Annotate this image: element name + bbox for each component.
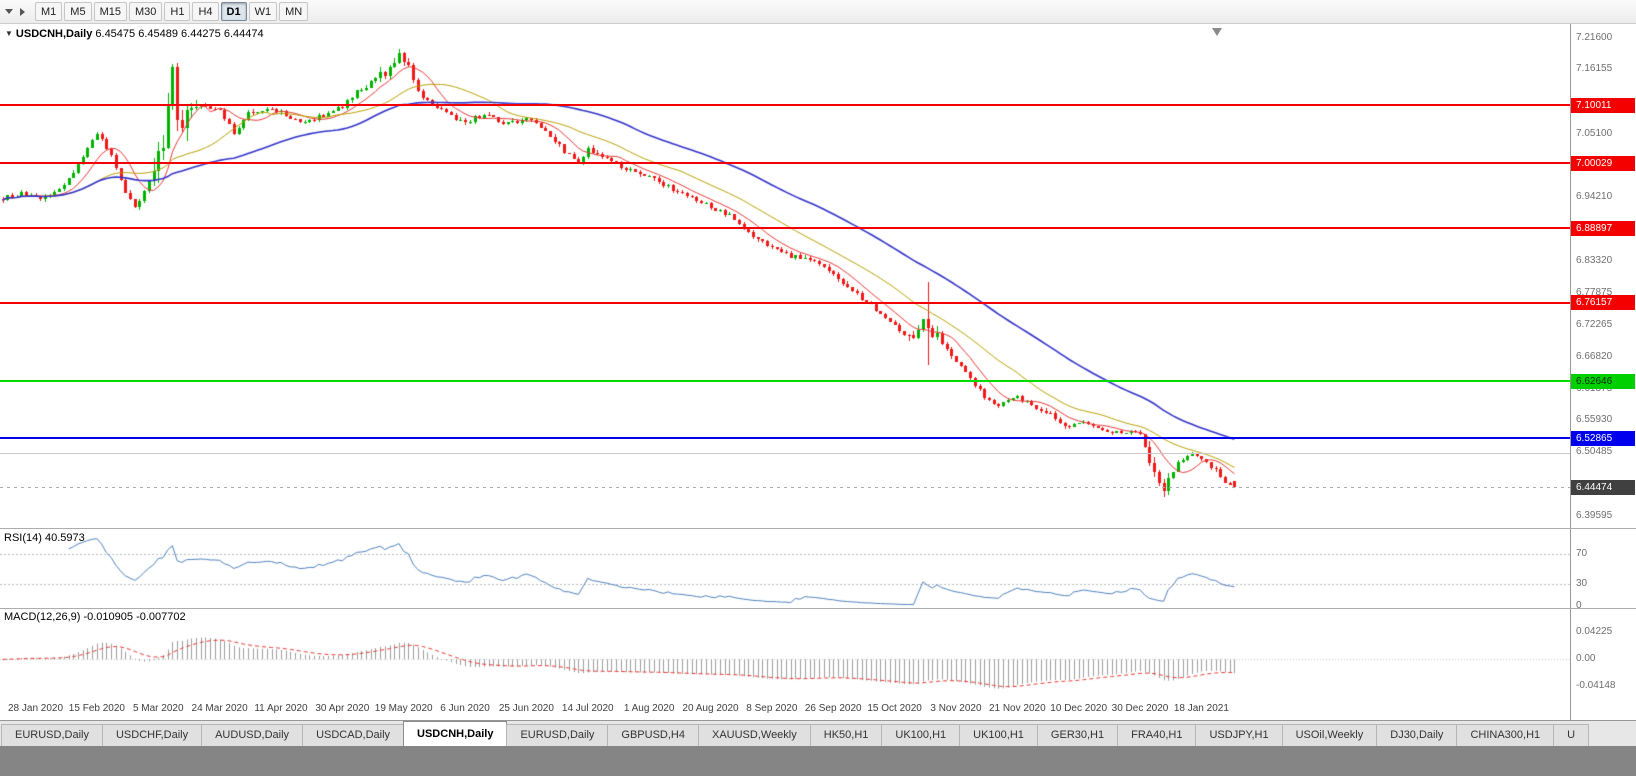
chart-tab-usdcnh-daily[interactable]: USDCNH,Daily [403,721,508,746]
timeframe-button-h4[interactable]: H4 [192,2,219,21]
macd-level-label-0.00: 0.00 [1576,653,1596,665]
date-label-5-mar-2020: 5 Mar 2020 [132,703,184,714]
date-label-21-nov-2020: 21 Nov 2020 [988,703,1046,714]
y-axis-label-7.21600: 7.21600 [1576,31,1613,43]
y-axis-label-7.05100: 7.05100 [1576,127,1613,139]
date-label-3-nov-2020: 3 Nov 2020 [930,703,982,714]
horizontal-line-6.52865[interactable] [0,437,1570,440]
chart-ohlc-values: 6.45475 6.45489 6.44275 6.44474 [95,28,264,40]
price-axis-separator [1570,24,1571,720]
rsi-level-label-0: 0 [1576,600,1582,611]
chart-symbol-period: USDCNH,Daily [15,28,93,40]
price-badge-6.76157: 6.76157 [1571,295,1635,311]
y-axis-label-6.77875: 6.77875 [1576,286,1613,298]
date-label-19-may-2020: 19 May 2020 [374,703,433,714]
chart-tab-xauusd-weekly[interactable]: XAUUSD,Weekly [697,724,811,746]
price-badge-6.52865: 6.52865 [1571,430,1635,446]
chart-tab-audusd-daily[interactable]: AUDUSD,Daily [201,724,304,746]
status-bar [0,746,1636,776]
timeframe-button-m5[interactable]: M5 [64,2,92,21]
horizontal-line-7.00029[interactable] [0,162,1570,165]
chart-tab-usdcad-daily[interactable]: USDCAD,Daily [302,724,405,746]
timeframe-button-m15[interactable]: M15 [93,2,127,21]
toolbar-icon-group [5,7,25,16]
date-label-26-sep-2020: 26 Sep 2020 [804,703,862,714]
date-label-24-mar-2020: 24 Mar 2020 [191,703,248,714]
price-badge-7.10011: 7.10011 [1571,97,1635,113]
horizontal-line-6.76157[interactable] [0,301,1570,304]
date-label-18-jan-2021: 18 Jan 2021 [1173,703,1229,714]
chart-tab-china300-h1[interactable]: CHINA300,H1 [1456,724,1555,746]
price-badge-7.00029: 7.00029 [1571,155,1635,171]
chart-tab-usdjpy-h1[interactable]: USDJPY,H1 [1195,724,1283,746]
expand-caret-icon[interactable] [20,7,25,16]
macd-pane-separator[interactable] [0,608,1636,609]
horizontal-line-6.62646[interactable] [0,380,1570,383]
chart-tab-gbpusd-h4[interactable]: GBPUSD,H4 [607,724,699,746]
timeframe-button-m1[interactable]: M1 [35,2,63,21]
date-label-14-jul-2020: 14 Jul 2020 [561,703,614,714]
rsi-indicator-label: RSI(14) 40.5973 [4,532,85,544]
timeframe-button-mn[interactable]: MN [279,2,309,21]
macd-indicator-label: MACD(12,26,9) -0.010905 -0.007702 [4,611,186,623]
timeframe-button-h1[interactable]: H1 [164,2,191,21]
chart-title: ▼ USDCNH,Daily 6.45475 6.45489 6.44275 6.… [5,28,264,40]
rsi-level-label-70: 70 [1576,547,1588,559]
timeframe-toolbar: M1 M5 M15 M30 H1 H4 D1 W1 MN [0,0,1636,24]
date-label-15-feb-2020: 15 Feb 2020 [68,703,125,714]
timeframe-button-w1[interactable]: W1 [248,2,278,21]
chart-tab-ger30-h1[interactable]: GER30,H1 [1036,724,1119,746]
chart-tabs: EURUSD,Daily USDCHF,Daily AUDUSD,Daily USDC… [1,721,1590,746]
date-label-20-aug-2020: 20 Aug 2020 [682,703,739,714]
current-price-line [0,487,1570,489]
macd-level-label-0.04225: 0.04225 [1576,626,1613,638]
y-axis-label-6.94210: 6.94210 [1576,191,1613,203]
date-label-11-apr-2020: 11 Apr 2020 [254,703,308,714]
chart-tabbar: EURUSD,Daily USDCHF,Daily AUDUSD,Daily USDC… [0,720,1636,746]
chart-region: ▼ USDCNH,Daily 6.45475 6.45489 6.44275 6.… [0,24,1636,720]
chart-tab-fra40-h1[interactable]: FRA40,H1 [1117,724,1197,746]
horizontal-line-6.88897[interactable] [0,227,1570,230]
y-axis-label-6.50485: 6.50485 [1576,446,1613,458]
price-badge-6.62646: 6.62646 [1571,373,1635,389]
chart-tab-usdchf-daily[interactable]: USDCHF,Daily [101,724,203,746]
current-price-badge: 6.44474 [1571,479,1635,495]
date-label-15-oct-2020: 15 Oct 2020 [867,703,922,714]
chart-tab-eurusd-daily[interactable]: EURUSD,Daily [506,724,609,746]
y-axis-label-6.39595: 6.39595 [1576,509,1613,521]
price-chart-canvas[interactable] [0,24,1636,720]
date-label-8-sep-2020: 8 Sep 2020 [746,703,798,714]
chart-tab-hk50-h1[interactable]: HK50,H1 [809,724,883,746]
rsi-level-label-30: 30 [1576,577,1588,589]
y-axis-label-7.16155: 7.16155 [1576,63,1613,75]
chart-tab-uk100-h1[interactable]: UK100,H1 [881,724,961,746]
date-label-1-aug-2020: 1 Aug 2020 [623,703,675,714]
timeframe-buttons: M1 M5 M15 M30 H1 H4 D1 W1 MN [35,2,310,21]
date-label-30-dec-2020: 30 Dec 2020 [1111,703,1169,714]
y-axis-label-6.72265: 6.72265 [1576,319,1613,331]
date-label-10-dec-2020: 10 Dec 2020 [1050,703,1108,714]
date-label-6-jun-2020: 6 Jun 2020 [440,703,490,714]
horizontal-line-7.10011[interactable] [0,104,1570,107]
y-axis-label-6.66820: 6.66820 [1576,350,1613,362]
chart-tab-uk100-h1[interactable]: UK100,H1 [959,724,1038,746]
price-badge-6.88897: 6.88897 [1571,220,1635,236]
chart-tab-u[interactable]: U [1553,724,1590,746]
chart-shift-marker-icon[interactable] [1212,28,1222,36]
macd-level-label--0.04148: -0.04148 [1576,680,1616,692]
date-label-30-apr-2020: 30 Apr 2020 [315,703,370,714]
dropdown-caret-icon[interactable] [5,9,13,14]
horizontal-line-6.503[interactable] [0,452,1570,454]
rsi-pane-separator[interactable] [0,528,1636,529]
y-axis-label-6.55930: 6.55930 [1576,414,1613,426]
date-label-25-jun-2020: 25 Jun 2020 [498,703,554,714]
chart-tab-usoil-weekly[interactable]: USOil,Weekly [1281,724,1378,746]
y-axis-label-6.83320: 6.83320 [1576,254,1613,266]
timeframe-button-m30[interactable]: M30 [128,2,163,21]
chart-tab-eurusd-daily[interactable]: EURUSD,Daily [1,724,103,746]
date-label-28-jan-2020: 28 Jan 2020 [8,703,64,714]
chart-menu-icon[interactable]: ▼ [5,29,13,38]
timeframe-button-d1[interactable]: D1 [220,2,247,21]
chart-tab-dj30-daily[interactable]: DJ30,Daily [1376,724,1458,746]
